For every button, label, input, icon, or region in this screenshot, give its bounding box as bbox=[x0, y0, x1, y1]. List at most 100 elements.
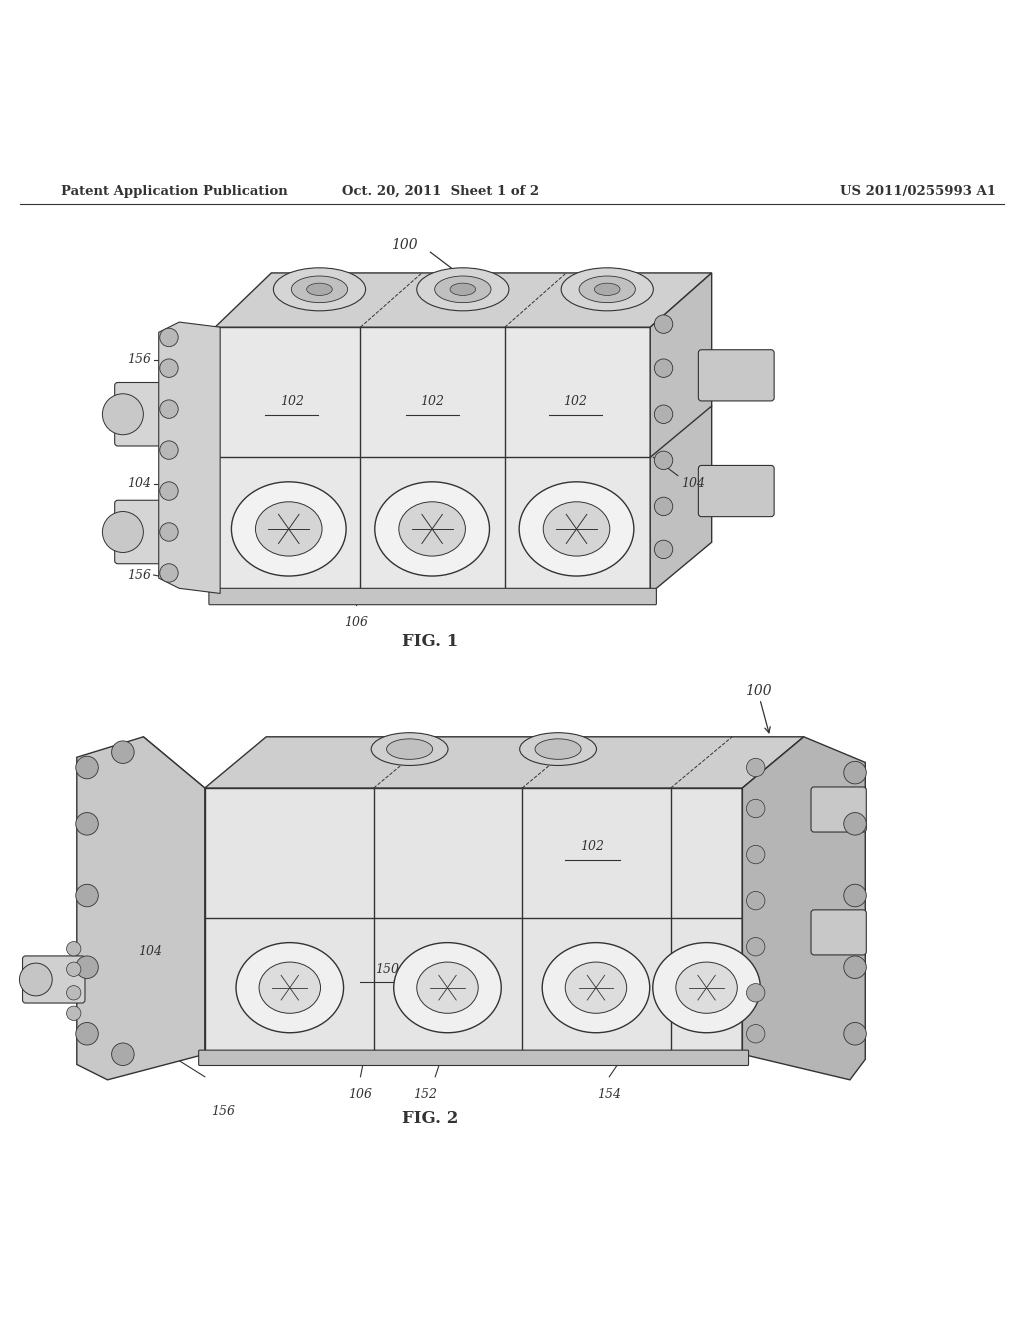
Circle shape bbox=[67, 1006, 81, 1020]
Circle shape bbox=[160, 400, 178, 418]
Ellipse shape bbox=[417, 962, 478, 1014]
Circle shape bbox=[654, 540, 673, 558]
Text: 104: 104 bbox=[678, 983, 701, 997]
Circle shape bbox=[654, 451, 673, 470]
Ellipse shape bbox=[520, 733, 596, 766]
Circle shape bbox=[654, 359, 673, 378]
Text: 102: 102 bbox=[280, 396, 304, 408]
Polygon shape bbox=[742, 737, 804, 1055]
Circle shape bbox=[67, 941, 81, 956]
Polygon shape bbox=[650, 273, 712, 594]
Ellipse shape bbox=[519, 482, 634, 576]
Polygon shape bbox=[77, 737, 205, 1080]
Ellipse shape bbox=[236, 942, 343, 1032]
Circle shape bbox=[112, 1043, 134, 1065]
Polygon shape bbox=[742, 737, 865, 1080]
Circle shape bbox=[160, 564, 178, 582]
Polygon shape bbox=[143, 737, 205, 1055]
Text: FIG. 2: FIG. 2 bbox=[401, 1110, 459, 1127]
Circle shape bbox=[102, 393, 143, 434]
Ellipse shape bbox=[676, 962, 737, 1014]
Circle shape bbox=[67, 962, 81, 977]
Ellipse shape bbox=[375, 482, 489, 576]
Text: 102: 102 bbox=[563, 396, 588, 408]
Circle shape bbox=[160, 329, 178, 347]
Polygon shape bbox=[215, 273, 712, 327]
Circle shape bbox=[844, 884, 866, 907]
Ellipse shape bbox=[543, 942, 649, 1032]
Text: 156: 156 bbox=[128, 569, 152, 582]
Circle shape bbox=[746, 937, 765, 956]
Text: 100: 100 bbox=[391, 239, 418, 252]
FancyBboxPatch shape bbox=[698, 466, 774, 516]
Circle shape bbox=[160, 441, 178, 459]
Ellipse shape bbox=[259, 962, 321, 1014]
Ellipse shape bbox=[255, 502, 322, 556]
FancyBboxPatch shape bbox=[209, 589, 656, 605]
FancyBboxPatch shape bbox=[698, 350, 774, 401]
Text: 104: 104 bbox=[128, 478, 152, 490]
Text: 104: 104 bbox=[138, 945, 162, 958]
Circle shape bbox=[844, 813, 866, 836]
Text: Oct. 20, 2011  Sheet 1 of 2: Oct. 20, 2011 Sheet 1 of 2 bbox=[342, 185, 539, 198]
Ellipse shape bbox=[653, 942, 760, 1032]
FancyBboxPatch shape bbox=[811, 909, 866, 954]
Text: FIG. 1: FIG. 1 bbox=[402, 634, 458, 649]
Circle shape bbox=[76, 956, 98, 978]
Circle shape bbox=[654, 315, 673, 334]
Ellipse shape bbox=[543, 502, 609, 556]
Circle shape bbox=[19, 964, 52, 995]
Ellipse shape bbox=[273, 268, 366, 310]
Polygon shape bbox=[205, 737, 804, 788]
Polygon shape bbox=[215, 327, 650, 594]
Text: 102: 102 bbox=[580, 840, 604, 853]
Circle shape bbox=[746, 758, 765, 776]
Circle shape bbox=[76, 756, 98, 779]
FancyBboxPatch shape bbox=[115, 383, 218, 446]
Circle shape bbox=[102, 512, 143, 553]
Ellipse shape bbox=[372, 733, 449, 766]
Circle shape bbox=[746, 891, 765, 909]
Text: 100: 100 bbox=[745, 684, 772, 698]
Circle shape bbox=[844, 956, 866, 978]
Circle shape bbox=[160, 359, 178, 378]
Polygon shape bbox=[159, 322, 220, 594]
Circle shape bbox=[746, 800, 765, 817]
Polygon shape bbox=[205, 788, 742, 1055]
Ellipse shape bbox=[387, 739, 433, 759]
Ellipse shape bbox=[398, 502, 465, 556]
Circle shape bbox=[76, 813, 98, 836]
Text: 104: 104 bbox=[681, 478, 705, 490]
Ellipse shape bbox=[434, 276, 492, 302]
Text: 156: 156 bbox=[128, 354, 152, 367]
Text: 106: 106 bbox=[348, 1088, 373, 1101]
Circle shape bbox=[76, 1023, 98, 1045]
Circle shape bbox=[844, 1023, 866, 1045]
Ellipse shape bbox=[594, 284, 620, 296]
Circle shape bbox=[160, 482, 178, 500]
Circle shape bbox=[746, 1024, 765, 1043]
FancyBboxPatch shape bbox=[23, 956, 85, 1003]
Circle shape bbox=[746, 983, 765, 1002]
Text: US 2011/0255993 A1: US 2011/0255993 A1 bbox=[840, 185, 995, 198]
Ellipse shape bbox=[417, 268, 509, 310]
Circle shape bbox=[654, 498, 673, 516]
Circle shape bbox=[112, 741, 134, 763]
Circle shape bbox=[654, 405, 673, 424]
Text: 156: 156 bbox=[211, 1105, 236, 1118]
Ellipse shape bbox=[450, 284, 475, 296]
Circle shape bbox=[844, 762, 866, 784]
Ellipse shape bbox=[561, 268, 653, 310]
Circle shape bbox=[67, 986, 81, 1001]
FancyBboxPatch shape bbox=[811, 787, 866, 832]
Ellipse shape bbox=[580, 276, 635, 302]
Ellipse shape bbox=[291, 276, 347, 302]
Text: 154: 154 bbox=[597, 1088, 622, 1101]
Text: 102: 102 bbox=[420, 396, 444, 408]
Text: Patent Application Publication: Patent Application Publication bbox=[61, 185, 288, 198]
Ellipse shape bbox=[306, 284, 332, 296]
Ellipse shape bbox=[565, 962, 627, 1014]
Text: 152: 152 bbox=[413, 1088, 437, 1101]
Ellipse shape bbox=[393, 942, 502, 1032]
Text: 150: 150 bbox=[375, 962, 399, 975]
